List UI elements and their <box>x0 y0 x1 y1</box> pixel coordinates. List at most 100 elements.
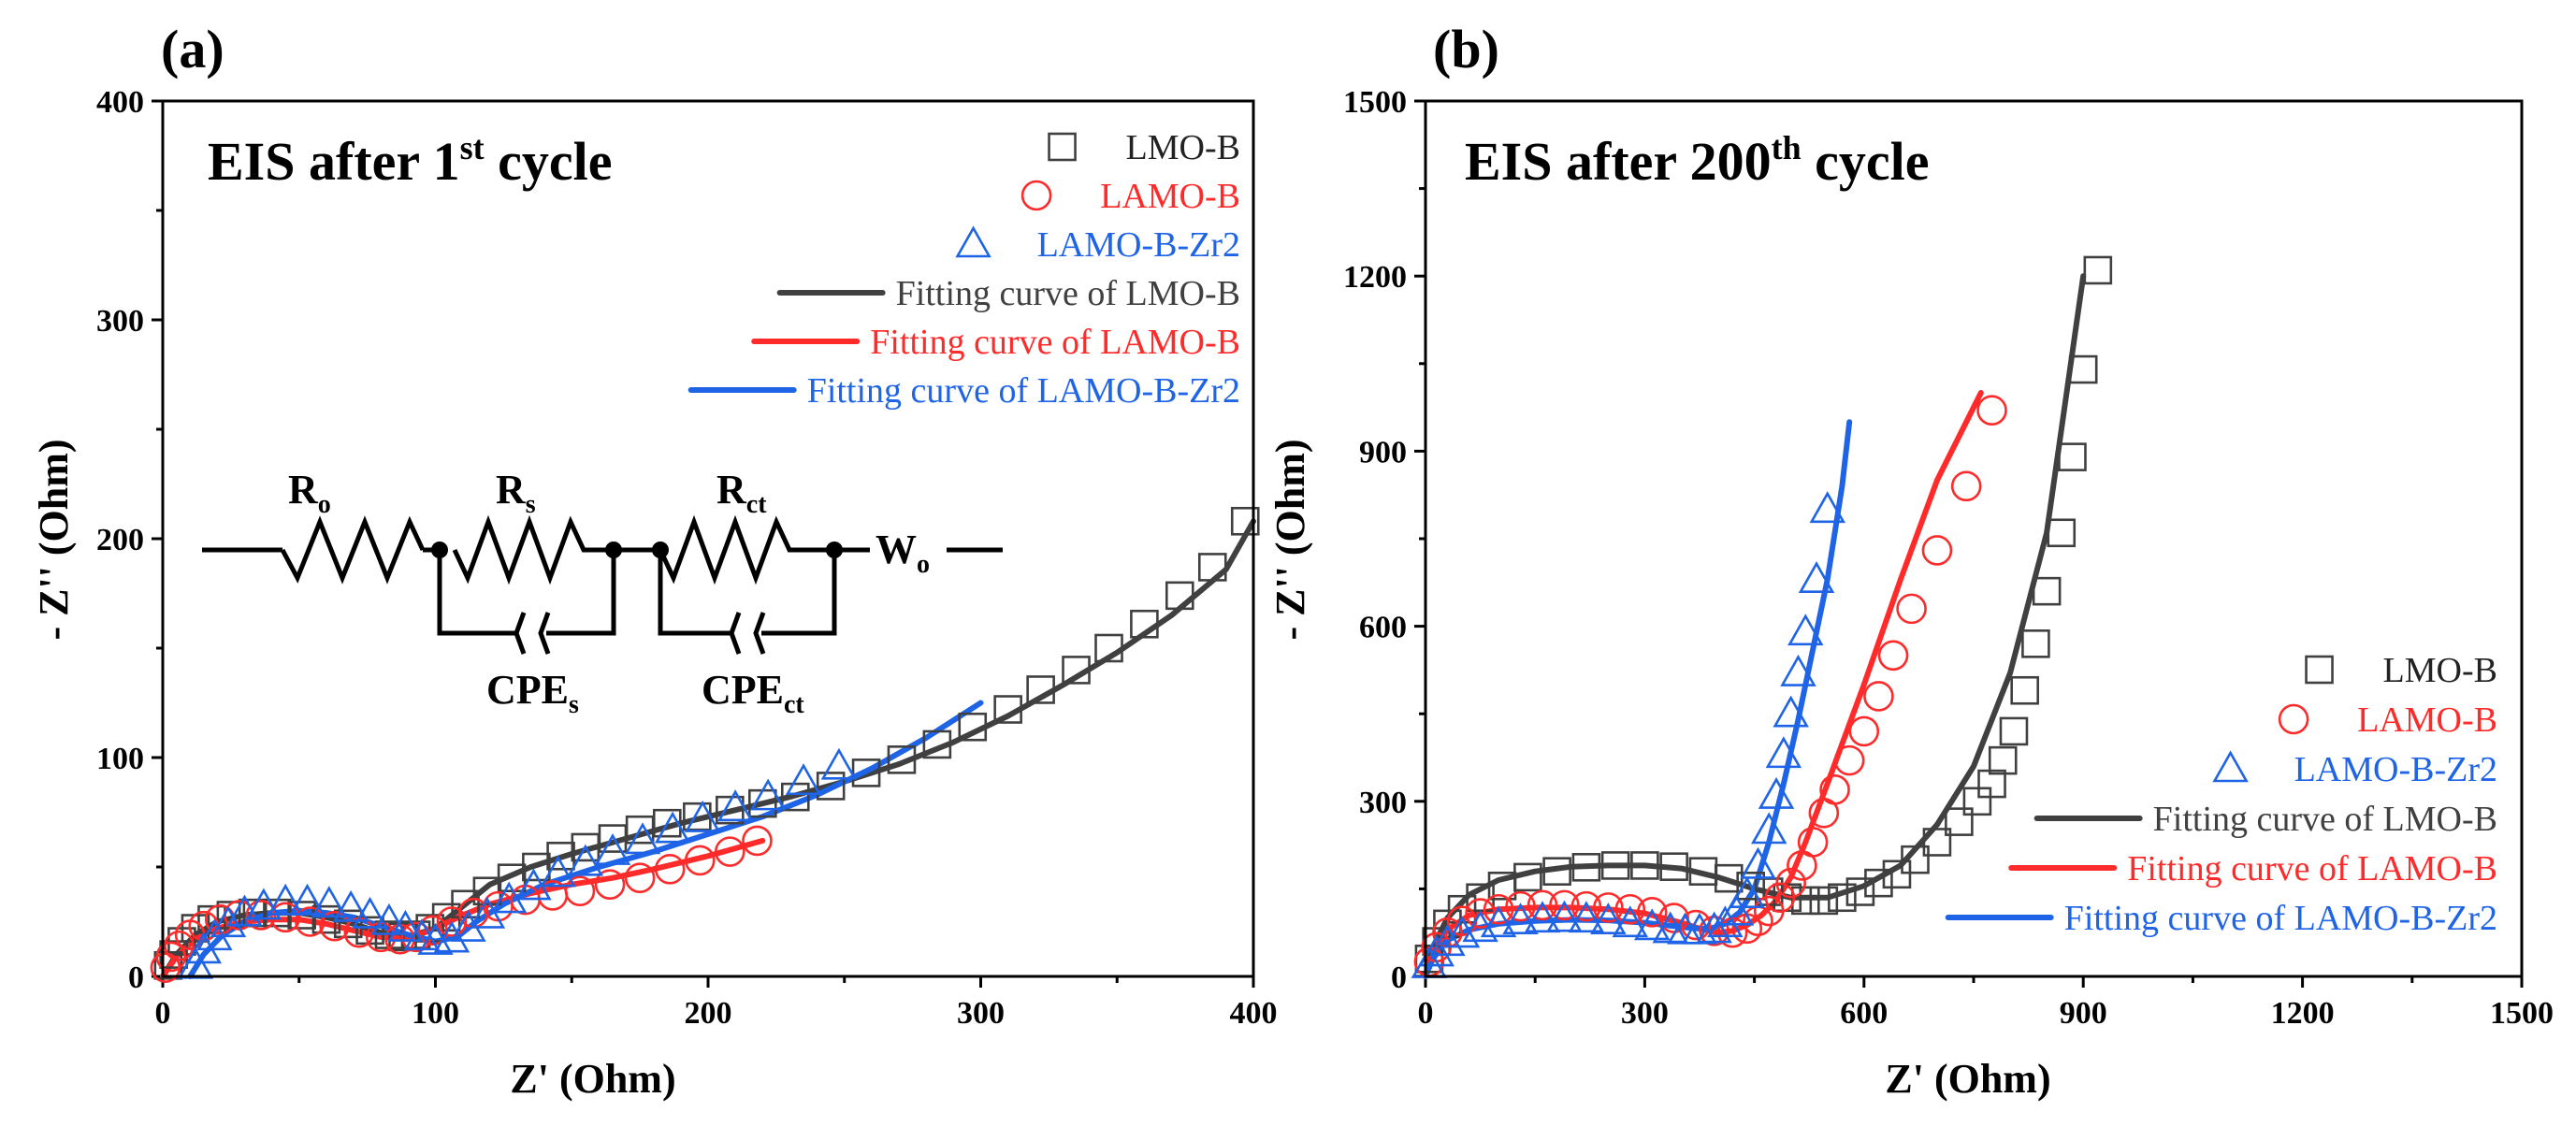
data-point-lmo <box>1630 851 1659 880</box>
panel-a-fit-curves <box>160 518 1256 979</box>
fit-curve-lmo <box>1423 273 2087 979</box>
data-point-lmo <box>311 904 341 934</box>
data-point-lamo <box>684 845 716 876</box>
data-point-lamo <box>624 862 656 894</box>
legend-label: Fitting curve of LAMO-B-Zr2 <box>807 371 1240 411</box>
data-point-lmo <box>1945 807 1974 836</box>
circuit-label-rct: Rct <box>716 467 767 519</box>
data-point-lmo <box>1977 769 2006 799</box>
panel-a-title: EIS after 1st cycle <box>208 129 612 192</box>
data-point-zr2 <box>1787 614 1824 646</box>
circuit-cpe-s-branch <box>437 550 616 636</box>
data-point-lamo <box>1680 909 1712 941</box>
data-point-lamo <box>594 869 626 901</box>
legend-label: LAMO-B <box>2357 700 2497 740</box>
legend-marker <box>2212 750 2249 783</box>
data-point-lamo <box>1636 897 1668 928</box>
data-point-lamo <box>1833 744 1865 776</box>
data-point-zr2 <box>1758 776 1795 809</box>
panel-b-title-prefix: EIS after 200 <box>1465 131 1772 192</box>
data-point-zr2 <box>1696 911 1732 944</box>
data-point-lmo <box>1542 857 1571 886</box>
data-point-zr2 <box>1612 905 1649 938</box>
data-point-lmo <box>1026 675 1055 704</box>
data-point-zr2 <box>1633 908 1671 941</box>
data-point-lamo <box>365 921 397 953</box>
data-point-zr2 <box>1502 903 1539 935</box>
data-point-zr2 <box>1590 903 1627 935</box>
y-tick-label: 0 <box>1391 960 1407 995</box>
legend-marker <box>2305 655 2334 685</box>
legend-label: Fitting curve of LAMO-B-Zr2 <box>2064 899 2497 938</box>
x-tick-label: 1500 <box>2490 996 2554 1031</box>
y-tick-label: 600 <box>1359 611 1407 645</box>
data-point-zr2 <box>433 920 470 953</box>
legend-label: Fitting curve of LAMO-B <box>870 323 1240 362</box>
panel-a-title-prefix: EIS after 1 <box>208 131 460 192</box>
data-point-lmo <box>2058 442 2087 471</box>
data-point-lamo <box>295 906 326 937</box>
panel-a-label: (a) <box>161 19 224 79</box>
legend-label: Fitting curve of LAMO-B <box>2127 849 2497 888</box>
y-tick-label: 400 <box>96 85 144 120</box>
data-point-lmo <box>1447 894 1477 924</box>
data-point-lmo <box>1922 828 1952 857</box>
x-tick-label: 400 <box>1230 996 1278 1031</box>
legend-label: LMO-B <box>2383 651 2497 690</box>
data-point-zr2 <box>594 832 631 865</box>
data-point-lamo <box>1950 470 1982 502</box>
data-point-lamo <box>1699 916 1729 946</box>
panel-a: (a) EIS after 1st cycle 0 100 200 300 400 0 10… <box>31 19 1278 1102</box>
circuit-label-cpe-s: CPEs <box>486 667 579 719</box>
circuit-node-1 <box>431 542 448 558</box>
data-point-lmo <box>716 795 745 825</box>
data-point-lamo <box>1877 640 1909 672</box>
data-point-zr2 <box>1717 893 1755 926</box>
data-point-lmo <box>1165 581 1194 611</box>
data-point-zr2 <box>1480 905 1517 938</box>
legend-marker <box>955 225 991 258</box>
data-point-zr2 <box>716 789 754 822</box>
data-point-lmo <box>1130 609 1159 639</box>
x-tick-label: 200 <box>685 996 732 1031</box>
data-point-lamo <box>1976 395 2007 426</box>
data-point-zr2 <box>567 844 604 876</box>
panel-b-plot-frame <box>1424 99 2524 978</box>
data-point-lmo <box>2032 576 2062 606</box>
y-tick-label: 300 <box>96 304 144 339</box>
panel-a-title-suffix: cycle <box>485 131 613 192</box>
data-point-zr2 <box>469 896 506 929</box>
x-tick-label: 1200 <box>2271 996 2335 1031</box>
panel-b-ylabel: - Z'' (Ohm) <box>1267 439 1313 640</box>
data-point-lmo <box>1864 868 1893 898</box>
data-point-lmo <box>1736 871 1765 901</box>
data-point-lmo <box>780 782 810 812</box>
panel-b-title: EIS after 200th cycle <box>1465 129 1929 192</box>
data-point-zr2 <box>352 896 388 929</box>
data-point-lmo <box>1659 852 1688 881</box>
data-point-lamo <box>319 910 350 942</box>
data-point-lmo <box>2010 675 2039 705</box>
data-point-zr2 <box>387 909 424 942</box>
data-point-lmo <box>546 841 575 871</box>
panel-b-legend: LMO-B LAMO-B LAMO-B-Zr2 Fitting curve of LM… <box>1945 651 2497 938</box>
circuit-label-cpe-ct: CPEct <box>702 667 804 719</box>
data-point-zr2 <box>332 889 369 922</box>
data-point-lamo <box>164 930 195 961</box>
data-point-zr2 <box>684 800 721 832</box>
data-point-lamo <box>1819 774 1850 805</box>
panel-a-ylabel: - Z'' (Ohm) <box>31 439 77 640</box>
data-point-lmo <box>1230 506 1260 536</box>
data-point-lmo <box>652 808 682 838</box>
panel-b: (b) EIS after 200th cycle 0 300 600 900 1200… <box>1267 19 2554 1102</box>
legend-label: LAMO-B-Zr2 <box>2294 750 2497 789</box>
legend-label: Fitting curve of LMO-B <box>2153 800 2497 839</box>
data-point-lmo <box>1571 853 1601 882</box>
data-point-zr2 <box>540 855 576 888</box>
data-point-lmo <box>887 745 917 774</box>
circuit-label-ro: Ro <box>288 467 331 519</box>
data-point-lamo <box>1921 535 1953 566</box>
x-tick-label: 300 <box>1621 996 1669 1031</box>
circuit-cpe-ct-symbol <box>729 612 766 655</box>
circuit-label-rs: Rs <box>496 467 536 519</box>
